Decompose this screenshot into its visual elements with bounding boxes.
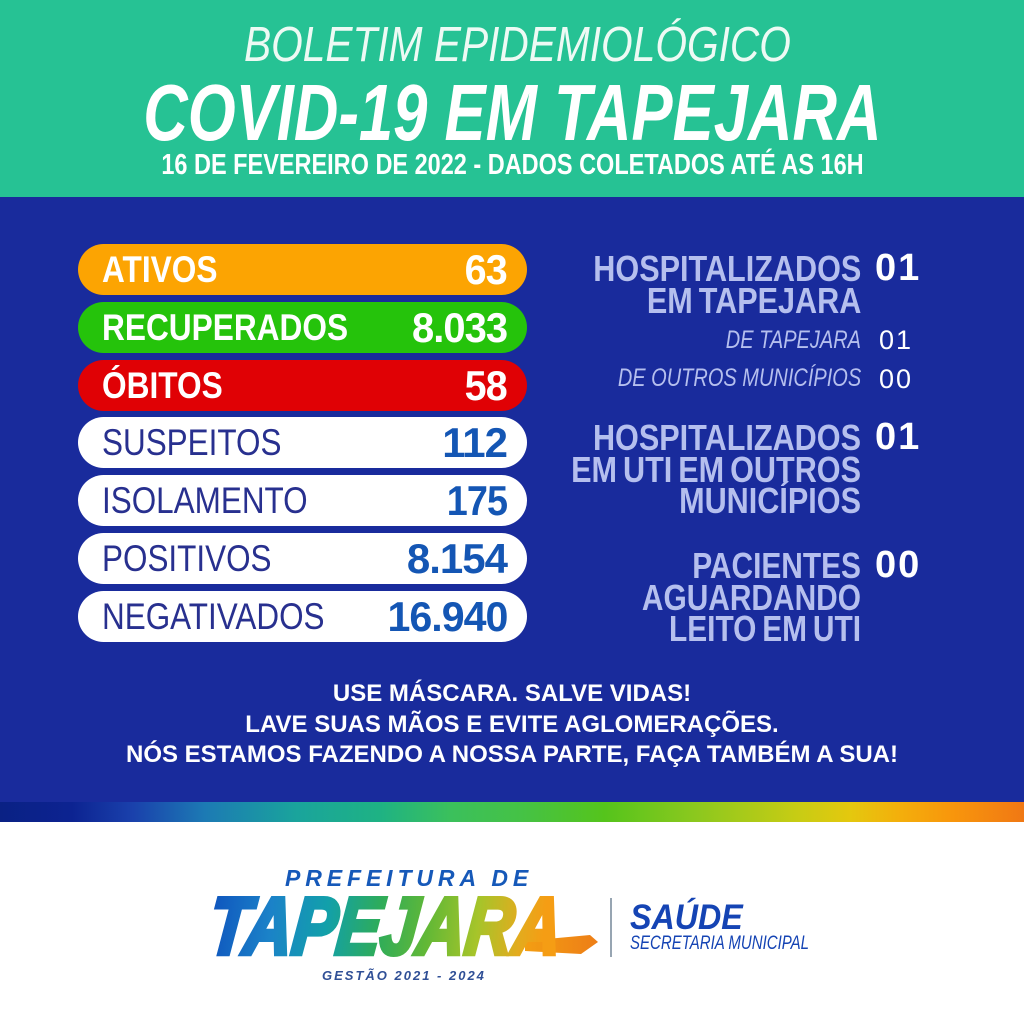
svg-text:TAPEJARA: TAPEJARA bbox=[205, 885, 567, 972]
